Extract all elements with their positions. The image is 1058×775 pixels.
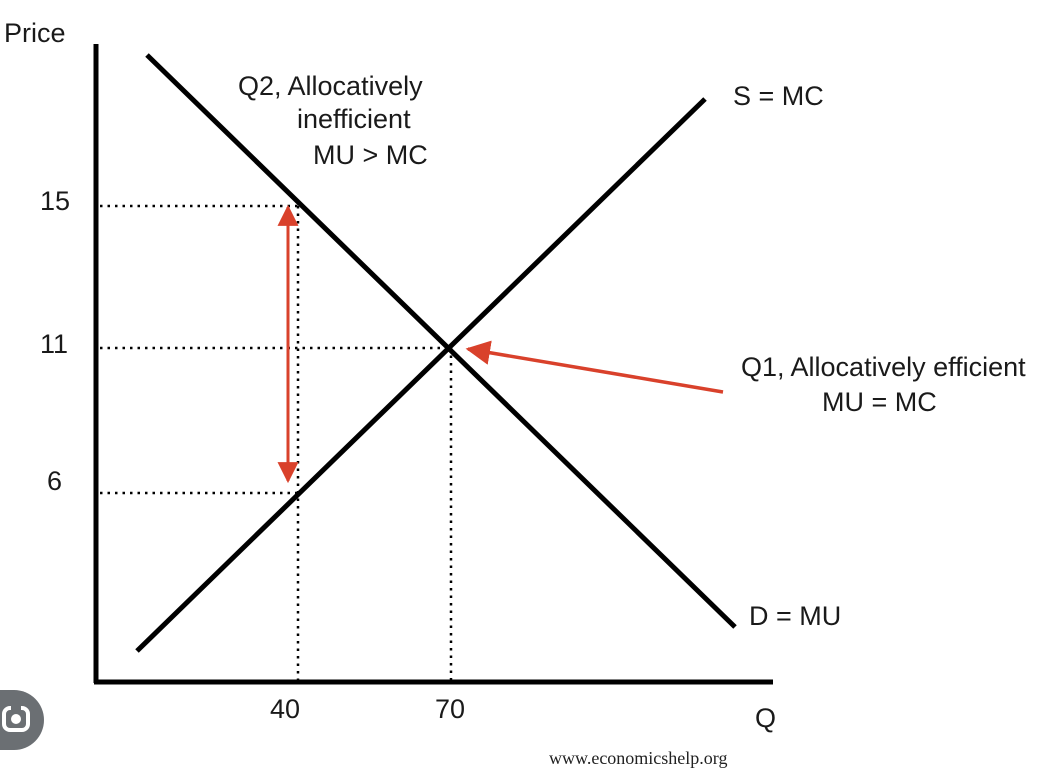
demand-curve-label: D = MU — [749, 601, 841, 631]
camera-lens-icon — [2, 704, 30, 732]
demand-curve — [145, 53, 737, 629]
y-tick-label: 6 — [47, 466, 62, 496]
q2-annotation-line-3: MU > MC — [313, 140, 428, 170]
supply-curve — [135, 97, 707, 653]
image-search-button[interactable] — [0, 690, 44, 750]
y-tick-label: 15 — [40, 186, 70, 216]
q1-annotation-line-2: MU = MC — [822, 387, 937, 417]
q1-annotation-line-1: Q1, Allocatively efficient — [741, 352, 1026, 382]
x-tick-label: 40 — [270, 694, 300, 724]
y-axis-label: Price — [4, 18, 66, 48]
x-tick-label: 70 — [435, 694, 465, 724]
q2-annotation-line-2: inefficient — [297, 104, 411, 134]
supply-curve-label: S = MC — [733, 81, 824, 111]
source-watermark: www.economicshelp.org — [549, 748, 727, 768]
x-axis-label: Q — [755, 703, 776, 733]
y-tick-label: 11 — [40, 329, 68, 359]
q2-annotation-line-1: Q2, Allocatively — [238, 71, 423, 101]
efficient-point-arrow — [465, 340, 724, 394]
